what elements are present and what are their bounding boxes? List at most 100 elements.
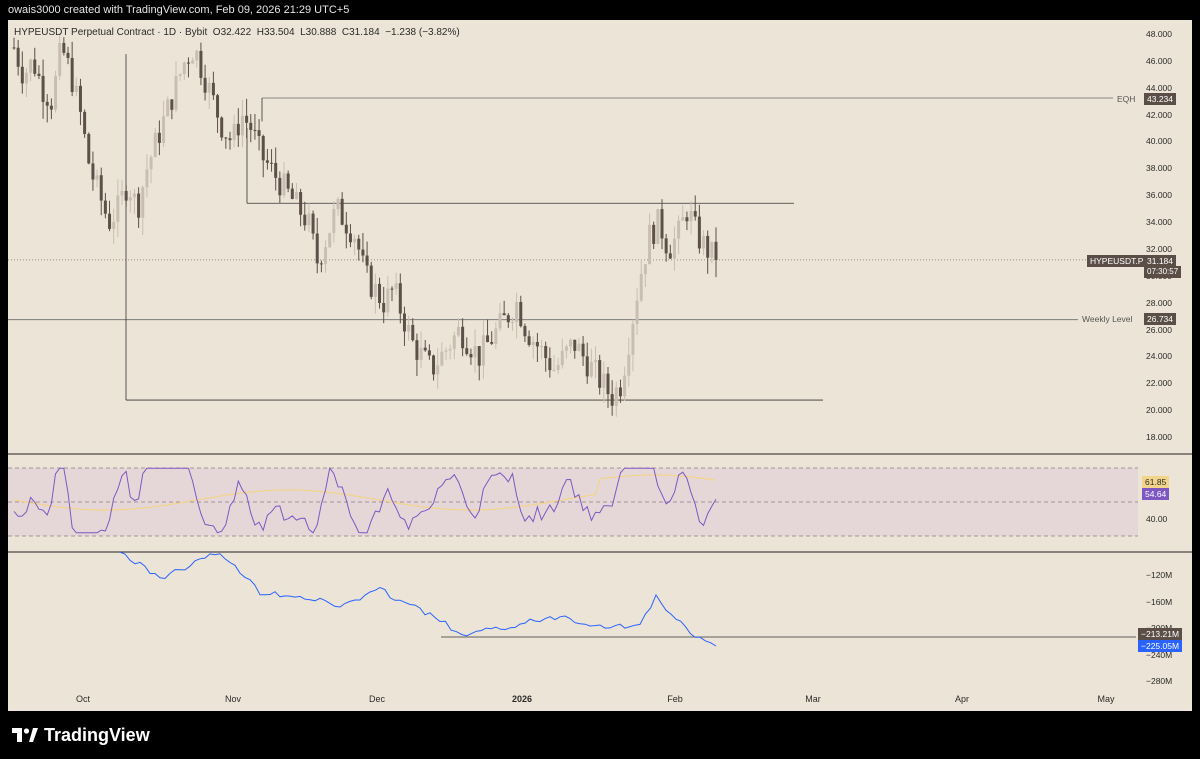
candle-body bbox=[228, 138, 232, 141]
legend-symbol[interactable]: HYPEUSDT Perpetual Contract · 1D · Bybit bbox=[14, 27, 208, 38]
candle-body bbox=[261, 135, 265, 161]
rsi-value-tag: 54.64 bbox=[1142, 488, 1170, 500]
candle-body bbox=[469, 353, 473, 358]
candle-body bbox=[523, 326, 527, 337]
time-axis-tick: Dec bbox=[368, 694, 386, 704]
price-axis-tick: 44.000 bbox=[1146, 82, 1172, 93]
candle-body bbox=[440, 351, 444, 366]
countdown-tag: 07:30:57 bbox=[1144, 266, 1182, 278]
candle-body bbox=[353, 238, 357, 243]
candle-body bbox=[232, 123, 236, 141]
legend-high-label: H bbox=[256, 27, 264, 38]
candle-body bbox=[540, 346, 544, 348]
candle-body bbox=[714, 241, 718, 260]
candle-body bbox=[672, 238, 676, 259]
cvd-level-tag: −213.21M bbox=[1138, 628, 1183, 640]
last-price-tag: 31.184 bbox=[1144, 255, 1176, 267]
candle-body bbox=[461, 326, 465, 349]
candle-body bbox=[427, 350, 431, 356]
candle-body bbox=[195, 50, 199, 61]
legend-high: 33.504 bbox=[263, 27, 295, 38]
candle-body bbox=[120, 190, 124, 196]
candle-body bbox=[627, 354, 631, 376]
price-axis-tick: 18.000 bbox=[1146, 432, 1172, 442]
brand-name: TradingView bbox=[44, 725, 150, 745]
candle-body bbox=[448, 348, 452, 351]
candle-body bbox=[697, 216, 701, 249]
candle-body bbox=[37, 73, 41, 76]
candle-body bbox=[58, 42, 62, 76]
candle-body bbox=[527, 336, 531, 345]
candle-body bbox=[274, 162, 278, 178]
candle-body bbox=[253, 129, 257, 131]
time-axis-tick: Nov bbox=[224, 694, 242, 704]
candle-body bbox=[652, 224, 656, 244]
candle-body bbox=[390, 288, 394, 290]
legend-close: 31.184 bbox=[349, 27, 380, 38]
time-axis-tick: Apr bbox=[954, 694, 970, 704]
candle-body bbox=[581, 343, 585, 357]
candle-body bbox=[602, 373, 606, 388]
chart-canvas[interactable] bbox=[0, 0, 1200, 711]
footer-bar: TradingView bbox=[0, 711, 1200, 759]
candle-body bbox=[560, 350, 564, 366]
candle-body bbox=[411, 324, 415, 341]
candle-body bbox=[299, 192, 303, 215]
symbol-tag: HYPEUSDT.P bbox=[1087, 255, 1147, 267]
candle-body bbox=[556, 365, 560, 370]
candle-body bbox=[311, 213, 315, 234]
candle-body bbox=[290, 188, 294, 199]
rsi-ma-tag: 61.85 bbox=[1142, 476, 1170, 488]
candle-body bbox=[656, 209, 660, 244]
candle-body bbox=[137, 193, 141, 218]
symbol-legend[interactable]: HYPEUSDT Perpetual Contract · 1D · Bybit… bbox=[14, 27, 460, 38]
candle-body bbox=[303, 214, 307, 226]
candle-body bbox=[660, 209, 664, 239]
candle-body bbox=[685, 217, 689, 222]
candle-body bbox=[689, 211, 693, 222]
candle-body bbox=[336, 198, 340, 210]
candle-body bbox=[432, 355, 436, 375]
candle-body bbox=[332, 209, 336, 234]
candle-body bbox=[45, 101, 49, 106]
candle-body bbox=[41, 75, 45, 102]
candle-body bbox=[498, 313, 502, 329]
candle-body bbox=[419, 347, 423, 360]
tradingview-brand[interactable]: TradingView bbox=[12, 725, 150, 746]
legend-close-label: C bbox=[341, 27, 350, 38]
candle-body bbox=[502, 313, 506, 316]
price-axis-tick: 34.000 bbox=[1146, 217, 1172, 228]
candle-body bbox=[132, 193, 136, 198]
candle-body bbox=[286, 173, 290, 189]
legend-change: −1.238 (−3.82%) bbox=[385, 27, 460, 38]
legend-low-label: L bbox=[300, 27, 306, 38]
price-axis-tick: 28.000 bbox=[1146, 297, 1172, 308]
candle-body bbox=[564, 346, 568, 351]
candle-body bbox=[373, 283, 377, 297]
candle-body bbox=[245, 115, 249, 123]
candle-body bbox=[103, 200, 107, 214]
candle-body bbox=[481, 335, 485, 366]
candle-body bbox=[108, 213, 112, 229]
candle-body bbox=[444, 350, 448, 352]
candle-body bbox=[369, 265, 373, 297]
candle-body bbox=[66, 52, 70, 58]
candle-body bbox=[78, 85, 82, 112]
candle-body bbox=[623, 375, 627, 397]
candle-body bbox=[531, 341, 535, 345]
price-axis-tick: 20.000 bbox=[1146, 405, 1172, 416]
candle-body bbox=[166, 99, 170, 117]
candle-body bbox=[270, 162, 274, 164]
candle-body bbox=[452, 335, 456, 349]
candle-body bbox=[606, 373, 610, 395]
candle-body bbox=[677, 220, 681, 239]
candle-body bbox=[477, 346, 481, 366]
candle-body bbox=[386, 288, 390, 313]
legend-open-label: O bbox=[212, 27, 221, 38]
candle-body bbox=[236, 123, 240, 136]
candle-body bbox=[74, 85, 78, 92]
top-credit-bar: owais3000 created with TradingView.com, … bbox=[0, 0, 1200, 20]
candle-body bbox=[70, 57, 74, 92]
price-axis-tick: 42.000 bbox=[1146, 109, 1172, 120]
time-axis-tick: 2026 bbox=[511, 694, 533, 704]
